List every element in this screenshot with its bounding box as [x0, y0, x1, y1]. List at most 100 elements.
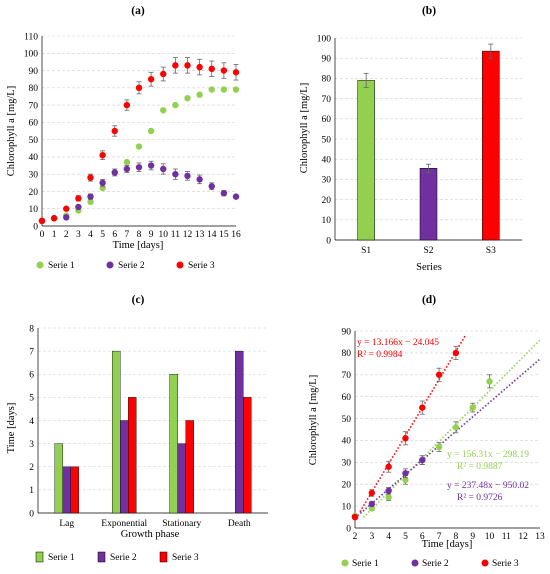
x-tick-label: 15: [219, 230, 229, 240]
panel-c-x-label: Growth phase: [121, 529, 180, 540]
data-point-serie-1: [135, 143, 143, 150]
panel-d-axes: [354, 331, 540, 529]
data-point-serie-3: [220, 67, 228, 74]
panel-a-legend: Serie 1 Serie 2 Serie 3: [36, 261, 215, 271]
legend-label-serie-2: Serie 2: [110, 553, 137, 563]
data-point-serie-2: [75, 203, 82, 211]
data-point-serie-3: [135, 84, 143, 92]
panel-c-title: (c): [132, 294, 145, 306]
data-point-serie-1: [196, 91, 203, 98]
x-tick-label: 4: [88, 230, 93, 240]
legend-swatch-serie-2: [97, 551, 106, 563]
x-tick-label: 6: [420, 532, 425, 542]
y-tick-label: 6: [29, 371, 34, 381]
y-tick-label: 100: [317, 34, 332, 44]
x-tick-label: 13: [195, 230, 205, 240]
x-tick-label: 11: [502, 532, 511, 542]
y-tick-label: 60: [322, 115, 332, 125]
x-tick-label: 5: [403, 532, 408, 542]
panel-a-data-points: [38, 57, 240, 225]
panel-b-x-label: Series: [416, 262, 442, 273]
panel-d-y-tick-labels: 0 10 20 30 40 50 60 70 80 90: [342, 327, 352, 534]
data-point-serie-3: [452, 349, 460, 357]
data-point-serie-1: [172, 101, 179, 109]
data-point-serie-2: [160, 165, 167, 173]
trendline-equation-serie-2: y = 237.48x − 950.02: [447, 481, 529, 491]
x-tick-label: 14: [207, 230, 217, 240]
trendline-r2-serie-3: R² = 0.9984: [357, 350, 403, 360]
y-tick-label: 50: [29, 136, 39, 146]
data-point-serie-3: [172, 62, 179, 69]
x-tick-label: 7: [437, 532, 442, 542]
data-point-serie-2: [172, 170, 179, 178]
data-point-serie-2: [111, 169, 118, 176]
y-tick-label: 90: [322, 55, 332, 65]
data-point-serie-1: [160, 107, 167, 114]
panel-c-y-label: Time [days]: [6, 403, 17, 454]
x-tick-label: 3: [76, 230, 81, 240]
y-tick-label: 4: [29, 417, 34, 427]
bar-serie-2-lag: [62, 466, 71, 514]
panel-b-y-tick-labels: 0 10 20 30 40 50 60 70 80 90 100: [317, 34, 332, 246]
data-point-serie-2: [87, 193, 94, 200]
data-point-serie-3: [351, 513, 359, 521]
bar-serie-3-death: [243, 397, 252, 514]
panel-c-y-tick-labels: 0 1 2 3 4 5 6 7 8: [29, 324, 34, 519]
bar-serie-1-lag: [54, 443, 63, 514]
data-point-serie-2: [135, 164, 143, 171]
panel-b-y-label: Chlorophyll a [mg/L]: [299, 83, 310, 173]
panel-d-data-points: [351, 345, 493, 521]
panel-b-title: (b): [422, 5, 436, 17]
data-point-serie-3: [419, 404, 426, 411]
data-point-serie-1: [123, 158, 131, 166]
x-tick-label: 9: [149, 230, 154, 240]
data-point-serie-3: [123, 101, 131, 109]
legend-label-serie-3: Serie 3: [188, 261, 215, 271]
y-tick-label: 3: [29, 440, 34, 450]
x-tick-label: 12: [518, 532, 528, 542]
panel-d-grid: [355, 330, 540, 507]
x-tick-label: 5: [100, 230, 105, 240]
panel-c-bars: [54, 350, 252, 514]
x-tick-label: 10: [485, 532, 495, 542]
data-point-serie-3: [63, 205, 70, 212]
bar-serie-1-exponential: [112, 350, 121, 514]
data-point-serie-1: [87, 198, 94, 206]
trendline-equation-serie-1: y = 156.31x − 298.19: [447, 450, 529, 460]
legend-marker-serie-3: [481, 559, 489, 567]
y-tick-label: 10: [29, 205, 39, 215]
y-tick-label: 40: [322, 156, 332, 166]
y-tick-label: 7: [29, 347, 34, 357]
panel-a-grid: [42, 35, 236, 210]
legend-marker-serie-1: [341, 559, 349, 567]
y-tick-label: 5: [29, 394, 34, 404]
data-point-serie-3: [38, 217, 46, 225]
y-tick-label: 20: [29, 188, 39, 198]
panel-c-x-tick-labels: Lag Exponential Stationary Death: [59, 519, 250, 529]
y-tick-label: 90: [29, 67, 39, 77]
y-tick-label: 0: [346, 524, 351, 534]
bar-serie-2-exponential: [120, 420, 129, 514]
y-tick-label: 10: [322, 216, 332, 226]
x-tick-label: 0: [40, 230, 45, 240]
data-point-serie-1: [368, 505, 376, 512]
data-point-serie-2: [220, 189, 228, 197]
panel-a-axes: [41, 36, 236, 227]
x-tick-label: 16: [231, 230, 241, 240]
y-tick-label: 80: [29, 84, 39, 94]
data-point-serie-3: [368, 489, 376, 497]
x-tick-label: 7: [125, 230, 130, 240]
panel-d-x-tick-labels: 2 3 4 5 6 7 8 9 10 11 12 13: [353, 532, 545, 542]
x-tick-label: Stationary: [162, 519, 201, 529]
data-point-serie-1: [402, 476, 409, 484]
y-tick-label: 1: [29, 486, 34, 496]
panel-d: (d) 0 10 20 30 40 50 60 70 80 90 2 3 4 5 6 7 8 9 10 11 12 13…: [308, 294, 545, 569]
panel-c: (c) 0 1 2 3 4 5 6 7 8 Lag Exponential Stationary De…: [6, 294, 268, 563]
data-point-serie-1: [220, 86, 228, 93]
data-point-serie-3: [402, 435, 409, 442]
data-point-serie-2: [385, 487, 392, 494]
x-tick-label: 13: [535, 532, 545, 542]
data-point-serie-3: [50, 215, 58, 222]
